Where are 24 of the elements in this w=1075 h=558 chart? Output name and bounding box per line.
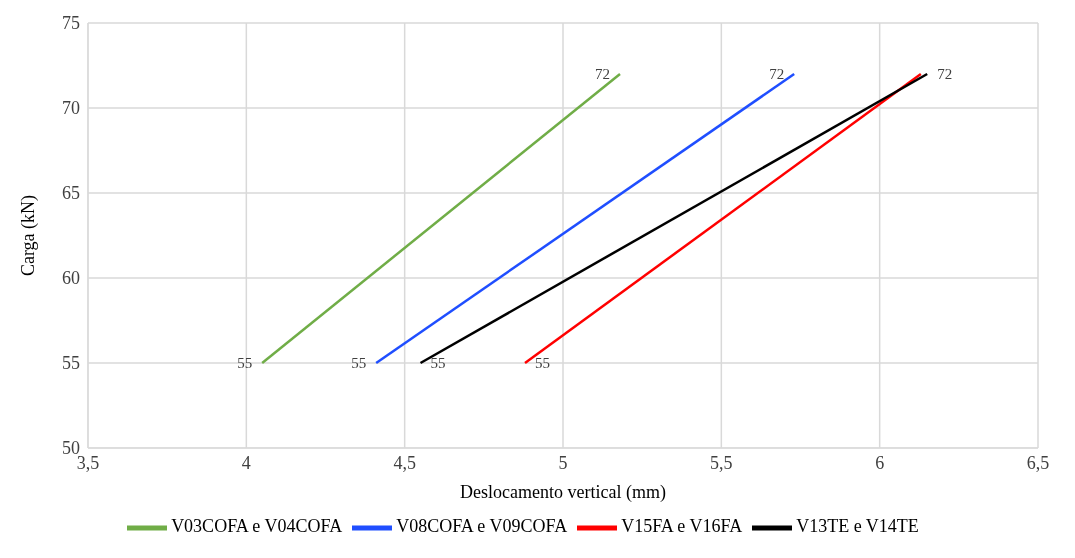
data-label: 55 [351, 355, 367, 372]
legend-label: V03COFA e V04COFA [171, 516, 343, 537]
data-label: 55 [430, 355, 446, 372]
data-label: 72 [769, 66, 785, 83]
x-tick-label: 5 [558, 452, 568, 473]
y-tick-label: 70 [62, 98, 80, 119]
legend-label: V08COFA e V09COFA [396, 516, 568, 537]
x-tick-label: 5,5 [710, 452, 733, 473]
y-axis-title: Carga (kN) [18, 194, 40, 277]
legend-label: V13TE e V14TE [796, 516, 919, 537]
y-tick-label: 55 [62, 353, 80, 374]
y-tick-label: 60 [62, 268, 80, 289]
x-tick-label: 4 [241, 452, 251, 473]
data-label: 72 [937, 66, 953, 83]
y-tick-label: 65 [62, 183, 80, 204]
legend-label: V15FA e V16FA [621, 516, 743, 537]
data-label: 72 [595, 66, 610, 83]
data-label: 55 [237, 355, 253, 372]
x-tick-label: 4,5 [393, 452, 416, 473]
data-label: 55 [535, 355, 550, 372]
y-tick-label: 75 [62, 13, 80, 34]
x-tick-label: 6,5 [1026, 452, 1050, 473]
x-axis-title: Deslocamento vertical (mm) [460, 482, 666, 503]
x-tick-label: 6 [875, 452, 885, 473]
